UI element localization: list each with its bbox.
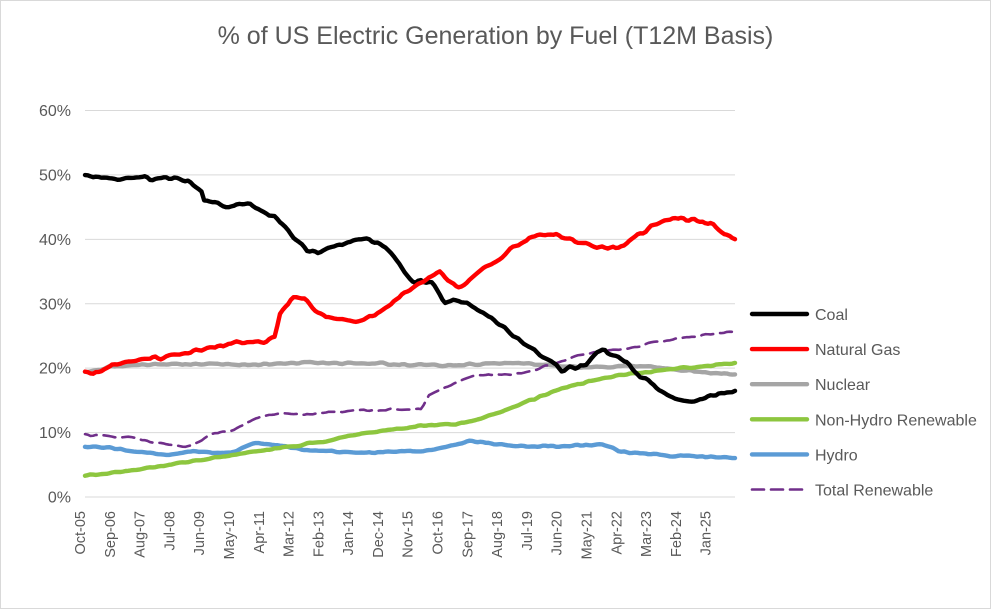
svg-text:40%: 40% (39, 232, 71, 249)
svg-text:Jun-20: Jun-20 (550, 511, 566, 555)
svg-text:Hydro: Hydro (815, 447, 858, 464)
svg-text:Jun-09: Jun-09 (192, 511, 208, 555)
svg-text:20%: 20% (39, 361, 71, 378)
svg-text:60%: 60% (39, 103, 71, 120)
svg-text:Mar-23: Mar-23 (639, 511, 655, 557)
svg-text:Apr-11: Apr-11 (252, 511, 268, 553)
svg-text:50%: 50% (39, 167, 71, 184)
svg-text:Jan-14: Jan-14 (341, 511, 357, 555)
svg-text:Jan-25: Jan-25 (699, 511, 715, 555)
svg-text:May-21: May-21 (579, 511, 595, 559)
svg-text:Nov-15: Nov-15 (401, 511, 417, 558)
svg-text:Non-Hydro Renewable: Non-Hydro Renewable (815, 412, 977, 429)
svg-text:Aug-07: Aug-07 (133, 511, 149, 558)
svg-text:Mar-12: Mar-12 (282, 511, 298, 557)
svg-text:Feb-24: Feb-24 (669, 511, 685, 557)
svg-text:Aug-18: Aug-18 (490, 511, 506, 558)
svg-text:Jul-19: Jul-19 (520, 511, 536, 551)
svg-text:Coal: Coal (815, 307, 848, 324)
svg-text:Oct-05: Oct-05 (73, 511, 89, 555)
svg-text:Sep-06: Sep-06 (103, 511, 119, 558)
svg-text:Nuclear: Nuclear (815, 377, 871, 394)
svg-text:Sep-17: Sep-17 (460, 511, 476, 558)
svg-text:Apr-22: Apr-22 (609, 511, 625, 555)
svg-text:Dec-14: Dec-14 (371, 511, 387, 558)
svg-text:May-10: May-10 (222, 511, 238, 559)
svg-text:Feb-13: Feb-13 (311, 511, 327, 557)
svg-text:Oct-16: Oct-16 (431, 511, 447, 555)
svg-text:Jul-08: Jul-08 (162, 511, 178, 551)
svg-text:10%: 10% (39, 425, 71, 442)
svg-text:Total Renewable: Total Renewable (815, 483, 933, 500)
svg-text:Natural Gas: Natural Gas (815, 342, 900, 359)
svg-text:0%: 0% (48, 490, 71, 507)
svg-text:30%: 30% (39, 296, 71, 313)
